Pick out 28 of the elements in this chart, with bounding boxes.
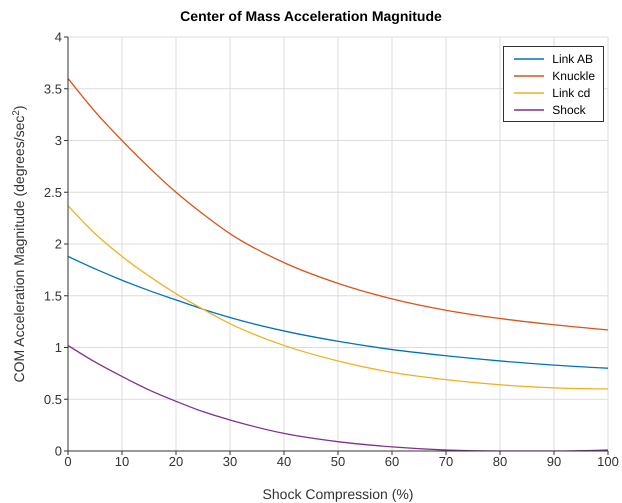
y-tick-label: 2 — [54, 236, 62, 252]
legend-label: Shock — [552, 102, 586, 116]
y-tick-label: 0 — [54, 444, 62, 459]
x-tick-label: 30 — [222, 454, 238, 470]
x-tick-label: 70 — [438, 454, 454, 470]
legend-label: Link cd — [552, 86, 590, 100]
x-tick-label: 20 — [168, 454, 184, 470]
line-series — [68, 256, 608, 369]
chart-title: Center of Mass Acceleration Magnitude — [179, 8, 443, 24]
y-tick-label: 1.5 — [44, 288, 62, 304]
x-tick-label: 90 — [546, 454, 562, 470]
y-tick-label: 2.5 — [44, 184, 62, 200]
y-tick-label: 1 — [54, 340, 62, 356]
y-tick-label: 3 — [54, 133, 62, 148]
x-tick-label: 80 — [492, 454, 508, 470]
y-tick-label: 3.5 — [44, 81, 62, 96]
x-axis-title: Shock Compression (%) — [262, 486, 414, 502]
x-tick-label: 100 — [597, 454, 619, 470]
x-tick-label: 0 — [64, 454, 72, 470]
y-tick-label: 0.5 — [44, 392, 62, 407]
line-series — [68, 205, 608, 390]
x-tick-label: 10 — [114, 454, 130, 470]
x-tick-label: 60 — [384, 454, 400, 470]
x-tick-label: 40 — [276, 454, 292, 470]
y-tick-label: 4 — [54, 30, 62, 45]
x-tick-label: 50 — [330, 454, 346, 470]
legend-label: Link AB — [552, 52, 593, 66]
legend-label: Knuckle — [552, 68, 595, 82]
